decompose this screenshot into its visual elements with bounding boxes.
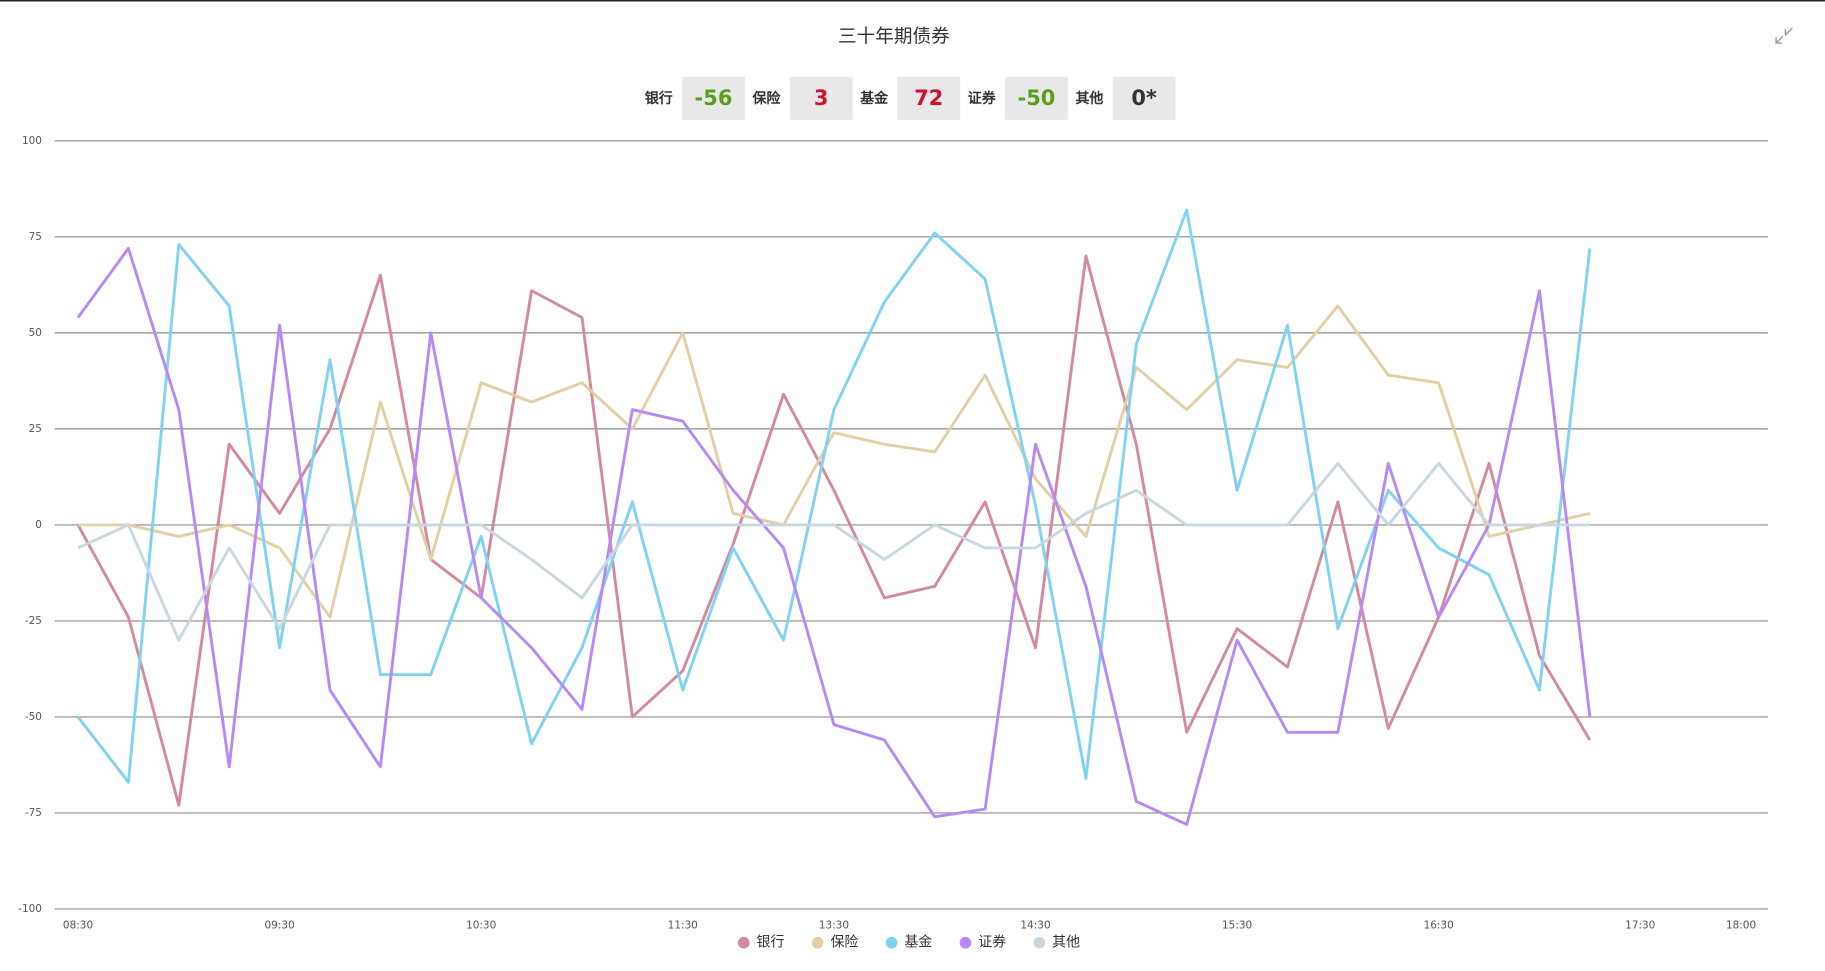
y-tick-label: 25 [29,423,42,435]
series-line [78,304,1591,619]
x-tick-label: 08:30 [63,919,93,931]
summary-box [1005,76,1068,120]
y-tick-label: 75 [29,231,42,243]
y-tick-label: 100 [22,135,42,147]
series-line [76,208,1592,784]
summary-box [897,76,961,120]
y-tick-label: 50 [29,327,42,339]
x-tick-label: 17:30 [1625,919,1655,931]
summary-box [789,76,853,120]
y-tick-label: -50 [25,711,42,723]
x-tick-label: 10:30 [466,919,496,931]
summary-box [682,76,745,120]
summary-label: 证券 [968,90,997,107]
legend-swatch [737,936,750,949]
y-tick-label: 0 [35,519,42,531]
chart-title: 三十年期债券 [838,27,950,48]
x-tick-label: 11:30 [668,919,698,931]
summary-value: 72 [914,86,943,110]
x-tick-label: 13:30 [819,919,849,931]
summary-label: 基金 [860,90,889,107]
series-line [77,461,1590,642]
series-line [76,246,1592,826]
summary-value: -50 [1018,86,1056,110]
y-tick-label: -75 [25,807,42,819]
summary-label: 银行 [645,90,673,107]
x-tick-label: 18:00 [1726,919,1756,931]
legend-label: 证券 [978,935,1006,951]
x-tick-label: 15:30 [1222,919,1252,931]
x-tick-label: 14:30 [1020,919,1050,931]
summary-value: -56 [695,86,733,110]
minimize-icon[interactable] [1775,27,1793,44]
legend-label: 基金 [904,934,932,951]
summary-value: 0* [1131,86,1157,110]
summary-box [1112,76,1176,120]
x-tick-label: 09:30 [265,919,295,931]
summary-label: 保险 [751,90,781,107]
legend-label: 银行 [757,935,785,951]
legend-swatch [811,936,824,949]
legend-label: 其他 [1052,935,1080,951]
y-tick-label: -25 [25,615,42,627]
summary-label: 其他 [1075,90,1103,107]
legend-label: 保险 [830,935,858,951]
legend-swatch [959,936,972,949]
legend-swatch [1033,936,1046,949]
y-tick-label: -100 [18,903,42,915]
legend-swatch [885,936,898,949]
series-line [76,254,1592,807]
summary-value: 3 [814,86,829,110]
x-tick-label: 16:30 [1424,919,1454,931]
